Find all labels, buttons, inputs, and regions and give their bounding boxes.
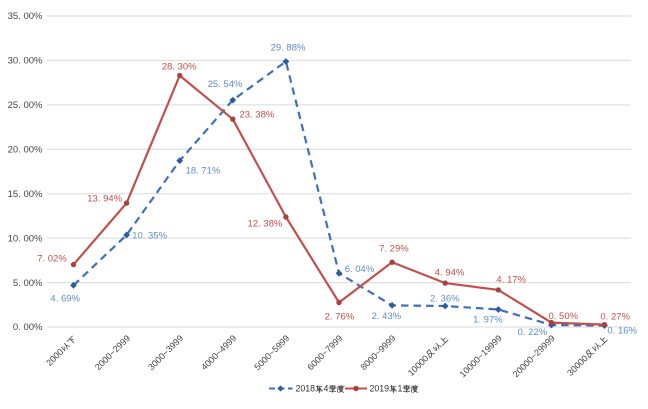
svg-text:10. 00%: 10. 00%	[8, 233, 43, 244]
svg-text:6. 04%: 6. 04%	[345, 264, 375, 275]
svg-text:25. 54%: 25. 54%	[208, 79, 243, 90]
svg-text:29. 88%: 29. 88%	[271, 43, 306, 54]
svg-text:2. 76%: 2. 76%	[325, 312, 355, 323]
svg-text:0. 50%: 0. 50%	[549, 311, 579, 322]
svg-text:12. 38%: 12. 38%	[247, 219, 282, 230]
svg-text:15. 00%: 15. 00%	[8, 189, 43, 200]
svg-text:2. 43%: 2. 43%	[372, 311, 402, 322]
svg-text:25. 00%: 25. 00%	[8, 100, 43, 111]
svg-text:1. 97%: 1. 97%	[473, 314, 503, 325]
svg-text:4: 4	[324, 384, 329, 394]
svg-text:20. 00%: 20. 00%	[8, 145, 43, 156]
svg-text:4. 94%: 4. 94%	[435, 267, 465, 278]
svg-text:2019: 2019	[370, 384, 390, 394]
svg-text:28. 30%: 28. 30%	[162, 62, 197, 73]
svg-text:7. 29%: 7. 29%	[379, 244, 409, 255]
svg-text:30. 00%: 30. 00%	[8, 56, 43, 67]
svg-text:4. 69%: 4. 69%	[50, 293, 80, 304]
svg-text:0. 27%: 0. 27%	[600, 311, 630, 322]
svg-text:2. 36%: 2. 36%	[430, 294, 460, 305]
svg-text:0. 00%: 0. 00%	[13, 322, 43, 333]
svg-text:35. 00%: 35. 00%	[8, 11, 43, 22]
svg-text:1: 1	[398, 384, 403, 394]
svg-text:4. 17%: 4. 17%	[496, 275, 526, 286]
svg-text:23. 38%: 23. 38%	[239, 110, 274, 121]
svg-text:10. 35%: 10. 35%	[132, 230, 167, 241]
svg-text:0. 22%: 0. 22%	[518, 327, 548, 338]
svg-text:0. 16%: 0. 16%	[607, 325, 637, 336]
svg-text:2018: 2018	[296, 384, 316, 394]
svg-text:7. 02%: 7. 02%	[37, 253, 67, 264]
svg-text:5. 00%: 5. 00%	[13, 278, 43, 289]
svg-text:18. 71%: 18. 71%	[186, 165, 221, 176]
svg-text:13. 94%: 13. 94%	[87, 193, 122, 204]
